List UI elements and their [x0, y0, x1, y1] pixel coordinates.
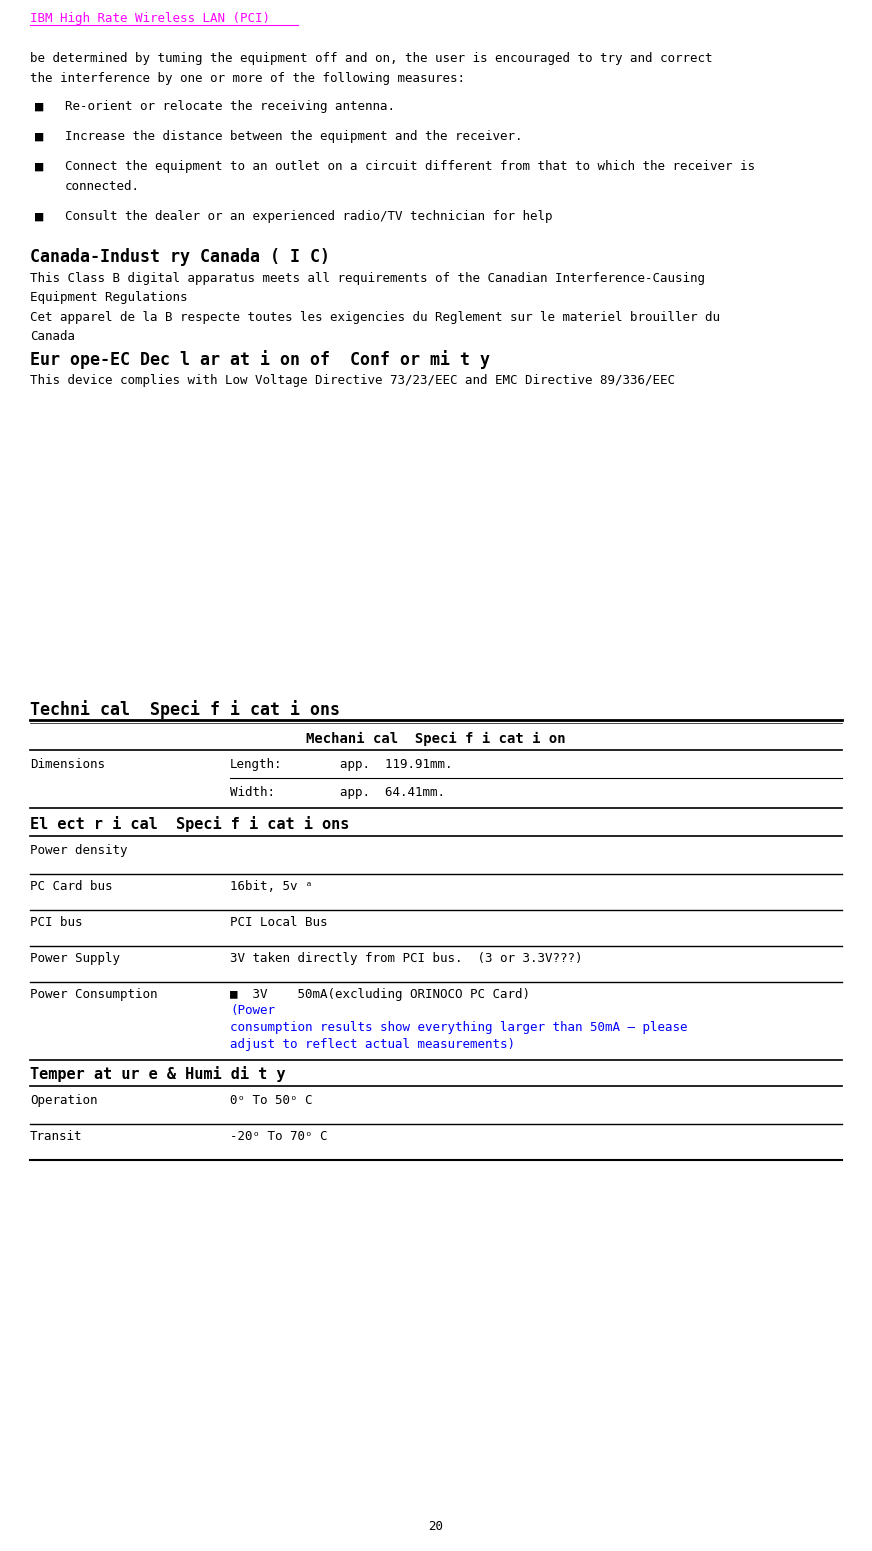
Text: PCI bus: PCI bus [30, 917, 83, 929]
Text: ■: ■ [35, 160, 44, 174]
Text: ■  3V    50mA(excluding ORINOCO PC Card): ■ 3V 50mA(excluding ORINOCO PC Card) [230, 988, 537, 1000]
Text: Transit: Transit [30, 1131, 83, 1143]
Text: Eur ope-EC Dec l ar at i on of  Conf or mi t y: Eur ope-EC Dec l ar at i on of Conf or m… [30, 351, 490, 369]
Text: Width:: Width: [230, 786, 275, 799]
Text: Power density: Power density [30, 844, 127, 858]
Text: PCI Local Bus: PCI Local Bus [230, 917, 328, 929]
Text: app.  119.91mm.: app. 119.91mm. [340, 758, 453, 771]
Text: the interference by one or more of the following measures:: the interference by one or more of the f… [30, 71, 465, 85]
Text: -20ᵒ To 70ᵒ C: -20ᵒ To 70ᵒ C [230, 1131, 328, 1143]
Text: Equipment Regulations: Equipment Regulations [30, 292, 187, 304]
Text: Dimensions: Dimensions [30, 758, 105, 771]
Text: Canada-Indust ry Canada ( I C): Canada-Indust ry Canada ( I C) [30, 248, 330, 267]
Text: consumption results show everything larger than 50mA – please: consumption results show everything larg… [230, 1021, 687, 1035]
Text: ■: ■ [35, 99, 44, 115]
Text: connected.: connected. [65, 180, 140, 192]
Text: El ect r i cal  Speci f i cat i ons: El ect r i cal Speci f i cat i ons [30, 816, 350, 831]
Text: Power Supply: Power Supply [30, 952, 120, 965]
Text: adjust to reflect actual measurements): adjust to reflect actual measurements) [230, 1038, 515, 1052]
Text: app.  64.41mm.: app. 64.41mm. [340, 786, 445, 799]
Text: Connect the equipment to an outlet on a circuit different from that to which the: Connect the equipment to an outlet on a … [65, 160, 755, 174]
Text: Re-orient or relocate the receiving antenna.: Re-orient or relocate the receiving ante… [65, 99, 395, 113]
Text: 0ᵒ To 50ᵒ C: 0ᵒ To 50ᵒ C [230, 1093, 312, 1107]
Text: Operation: Operation [30, 1093, 98, 1107]
Text: 20: 20 [428, 1520, 444, 1532]
Text: Temper at ur e & Humi di t y: Temper at ur e & Humi di t y [30, 1066, 285, 1083]
Text: 3V taken directly from PCI bus.  (3 or 3.3V???): 3V taken directly from PCI bus. (3 or 3.… [230, 952, 582, 965]
Text: Consult the dealer or an experienced radio/TV technician for help: Consult the dealer or an experienced rad… [65, 209, 553, 223]
Text: IBM High Rate Wireless LAN (PCI): IBM High Rate Wireless LAN (PCI) [30, 12, 270, 25]
Text: Power Consumption: Power Consumption [30, 988, 158, 1000]
Text: PC Card bus: PC Card bus [30, 879, 112, 893]
Text: Cet apparel de la B respecte toutes les exigencies du Reglement sur le materiel : Cet apparel de la B respecte toutes les … [30, 312, 720, 324]
Text: Mechani cal  Speci f i cat i on: Mechani cal Speci f i cat i on [306, 732, 566, 746]
Text: Techni cal  Speci f i cat i ons: Techni cal Speci f i cat i ons [30, 700, 340, 720]
Text: Length:: Length: [230, 758, 283, 771]
Text: ■: ■ [35, 130, 44, 144]
Text: This device complies with Low Voltage Directive 73/23/EEC and EMC Directive 89/3: This device complies with Low Voltage Di… [30, 374, 675, 388]
Text: This Class B digital apparatus meets all requirements of the Canadian Interferen: This Class B digital apparatus meets all… [30, 271, 705, 285]
Text: ■: ■ [35, 209, 44, 223]
Text: 16bit, 5v ᵃ: 16bit, 5v ᵃ [230, 879, 312, 893]
Text: Increase the distance between the equipment and the receiver.: Increase the distance between the equipm… [65, 130, 522, 143]
Text: be determined by tuming the equipment off and on, the user is encouraged to try : be determined by tuming the equipment of… [30, 53, 712, 65]
Text: Canada: Canada [30, 330, 75, 343]
Text: (Power: (Power [230, 1003, 275, 1017]
